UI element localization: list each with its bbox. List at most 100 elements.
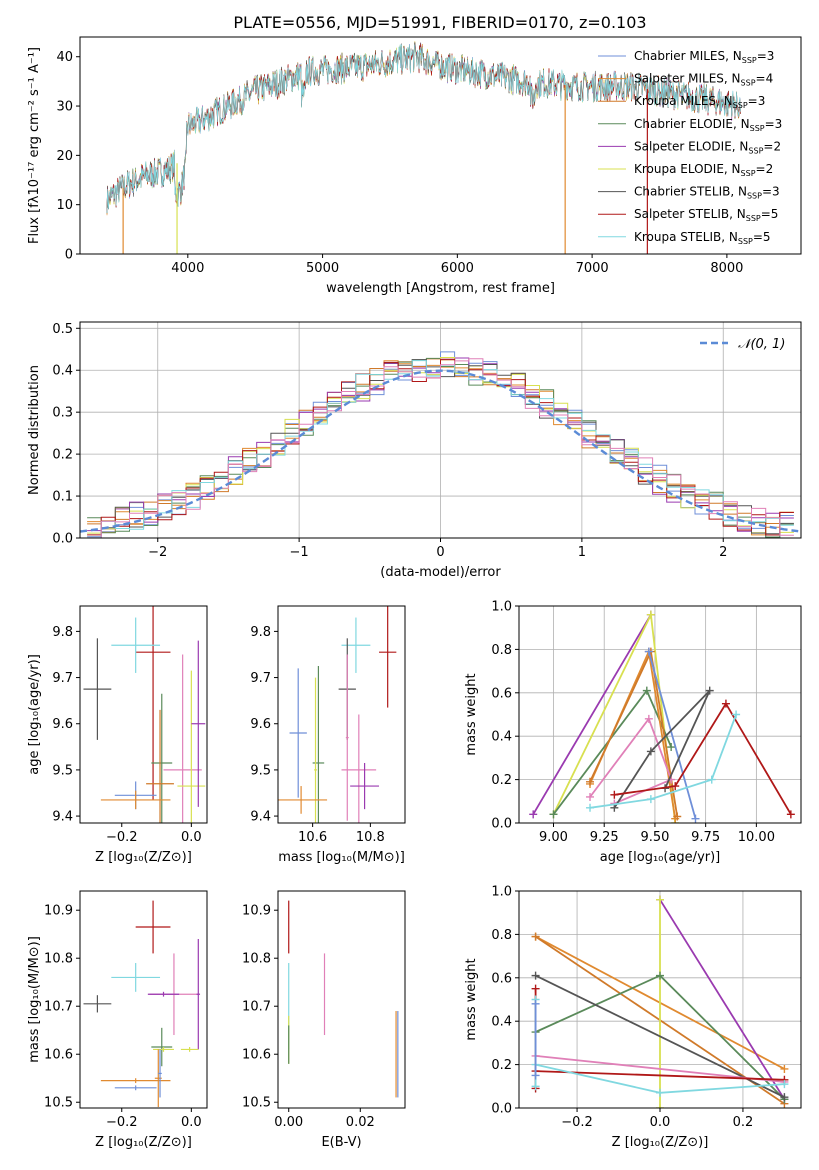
y-tick-label: 0.1 [52, 490, 73, 505]
legend-label: Chabrier MILES, NSSP=3 [634, 49, 774, 65]
weight_vs_Z-panel: −0.2 0.0 0.2 0.0 0.2 0.4 0.6 0.8 1.0 Z [log₁₀(Z/Z… [464, 885, 802, 1150]
mass-weight-marker [586, 777, 595, 786]
axes-frame [79, 36, 802, 255]
age_vs_Z-panel: −0.2 0.0 9.4 9.5 9.6 9.7 9.8 Z [log₁₀(Z/Z⊙)] age… [27, 605, 208, 865]
y-tick-label: 0 [65, 248, 73, 263]
mass-weight-line [614, 701, 792, 815]
y-tick-label: 10.9 [242, 904, 271, 919]
weight_vs_Z-plot-area [531, 895, 789, 1108]
y-tick-label: 0.2 [491, 773, 512, 788]
errorbar-point [135, 900, 171, 954]
mass-weight-marker [531, 1071, 540, 1080]
errorbar-point [151, 1027, 173, 1067]
errorbar-point [312, 666, 325, 823]
errorbar-point [83, 638, 112, 740]
errorbar-point [314, 677, 317, 823]
x-axis-label: (data-model)/error [380, 565, 501, 580]
legend-label: 𝒩(0, 1) [738, 337, 785, 352]
y-tick-label: 0.4 [52, 364, 73, 379]
mass-weight-marker [529, 810, 538, 819]
errorbar-point [154, 1049, 162, 1108]
x-tick-label: 9.75 [691, 830, 720, 845]
y-axis-label: mass weight [464, 673, 479, 755]
x-tick-label: 9.50 [640, 830, 669, 845]
y-tick-label: 0.0 [491, 1102, 512, 1117]
y-tick-label: 0.2 [52, 448, 73, 463]
mass-weight-marker [644, 714, 653, 723]
legend-label: Salpeter STELIB, NSSP=5 [634, 207, 778, 223]
y-tick-label: 9.7 [52, 671, 73, 686]
legend-label: Chabrier ELODIE, NSSP=3 [634, 117, 782, 133]
y-tick-label: 10.8 [44, 952, 73, 967]
y-tick-label: 10.7 [242, 1000, 271, 1015]
axes-frame [277, 605, 406, 824]
mass-weight-line [552, 688, 673, 815]
x-tick-label: 7000 [576, 261, 609, 276]
y-tick-label: 10.8 [242, 952, 271, 967]
y-axis-label: age [log₁₀(age/yr)] [27, 654, 42, 775]
y-tick-label: 9.7 [250, 671, 271, 686]
x-axis-label: wavelength [Angstrom, rest frame] [326, 281, 555, 296]
y-tick-label: 0.4 [491, 730, 512, 745]
spectrum-panel: 4000 5000 6000 7000 8000 0 10 20 30 40 wavelength … [27, 36, 802, 296]
mass-weight-marker [644, 647, 653, 656]
mass-weight-line [589, 716, 673, 805]
x-tick-label: 4000 [171, 261, 204, 276]
mass-weight-marker [732, 710, 741, 719]
mass-weight-marker [667, 743, 676, 752]
y-tick-label: 0.2 [491, 1058, 512, 1073]
legend-label: Kroupa ELODIE, NSSP=2 [634, 162, 773, 178]
y-tick-label: 20 [56, 149, 73, 164]
errorbar-point [196, 939, 201, 1050]
weight_vs_age-panel: 9.00 9.25 9.50 9.75 10.00 0.0 0.2 0.4 0.6 0.8 1.0 a… [464, 600, 802, 865]
y-axis-label: mass weight [464, 958, 479, 1040]
y-tick-label: 10.9 [44, 904, 73, 919]
y-axis-label: Flux [fλ10⁻¹⁷ erg cm⁻² s⁻¹ A⁻¹] [27, 47, 42, 244]
mass-weight-marker [786, 810, 795, 819]
panels: 4000 5000 6000 7000 8000010203040wavelength … [27, 36, 802, 1150]
x-tick-label: 10.6 [298, 830, 327, 845]
y-tick-label: 10.6 [242, 1048, 271, 1063]
weight_vs_age-plot-area [529, 610, 795, 823]
legend-label: Salpeter ELODIE, NSSP=2 [634, 139, 781, 155]
mass-weight-marker [646, 795, 655, 804]
errorbar-point [100, 790, 171, 810]
mass-weight-marker [610, 790, 619, 799]
y-tick-label: 9.4 [52, 810, 73, 825]
x-axis-label: E(B-V) [321, 1135, 361, 1150]
mass-weight-marker [656, 1088, 664, 1097]
errorbar-point [379, 606, 397, 708]
mass-weight-marker [586, 803, 595, 812]
errorbar-point [191, 640, 206, 807]
mass-weight-marker [780, 1080, 789, 1089]
spectrum-legend: Chabrier MILES, NSSP=3 Salpeter MILES, NS… [598, 49, 782, 246]
mass_vs_ebv-panel: 0.00 0.02 10.5 10.6 10.7 10.8 10.9 E(B-V) [242, 890, 406, 1150]
x-tick-label: 0.00 [274, 1115, 303, 1130]
mass-weight-marker [656, 895, 664, 904]
age_vs_mass-panel: 10.6 10.8 9.4 9.5 9.6 9.7 9.8 mass [log₁₀(M/M⊙)… [250, 605, 406, 865]
mass-weight-marker [780, 1093, 789, 1102]
y-tick-label: 0.5 [52, 322, 73, 337]
x-tick-label: −0.2 [106, 830, 138, 845]
y-tick-label: 0.6 [491, 686, 512, 701]
normal-curve [80, 369, 799, 533]
y-tick-label: 0.0 [491, 817, 512, 832]
y-tick-label: 0.4 [491, 1015, 512, 1030]
spectrum-model-line [106, 44, 741, 213]
x-tick-label: −0.2 [561, 1115, 593, 1130]
mass-weight-marker [671, 782, 680, 791]
x-tick-label: −1 [290, 545, 309, 560]
x-tick-label: 0.0 [181, 830, 202, 845]
mass-weight-marker [531, 999, 540, 1008]
mass_vs_ebv-plot-area [288, 900, 399, 1098]
errorbar-point [146, 709, 174, 823]
x-tick-label: 9.25 [590, 830, 619, 845]
errorbar-point [345, 654, 349, 821]
mass-weight-marker [531, 1082, 540, 1091]
mass-weight-line [589, 648, 677, 819]
x-tick-label: 6000 [441, 261, 474, 276]
errorbar-point [289, 668, 307, 798]
spectrum-plot-area [106, 41, 741, 254]
residuals-panel: −2 −1 0 1 2 0.0 0.1 0.2 0.3 0.4 0.5 (data-model)/er… [27, 321, 802, 580]
